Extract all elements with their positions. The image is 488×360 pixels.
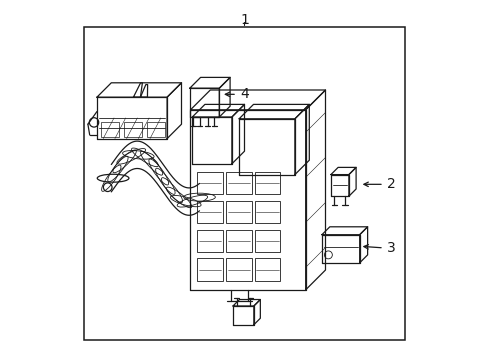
Bar: [225, 230, 251, 252]
Bar: [197, 201, 223, 223]
Text: 2: 2: [363, 177, 395, 191]
Text: 3: 3: [363, 242, 395, 255]
Bar: [225, 201, 251, 223]
Bar: [254, 230, 280, 252]
Bar: [123, 122, 142, 137]
Text: 1: 1: [240, 13, 248, 27]
Bar: [197, 258, 223, 281]
Text: 4: 4: [225, 87, 248, 101]
Bar: [254, 201, 280, 223]
Bar: [225, 258, 251, 281]
Bar: [197, 172, 223, 194]
Bar: [147, 122, 165, 137]
Bar: [254, 172, 280, 194]
Bar: [254, 258, 280, 281]
Bar: [101, 122, 118, 137]
Bar: [84, 27, 404, 340]
Bar: [197, 230, 223, 252]
Bar: [225, 172, 251, 194]
